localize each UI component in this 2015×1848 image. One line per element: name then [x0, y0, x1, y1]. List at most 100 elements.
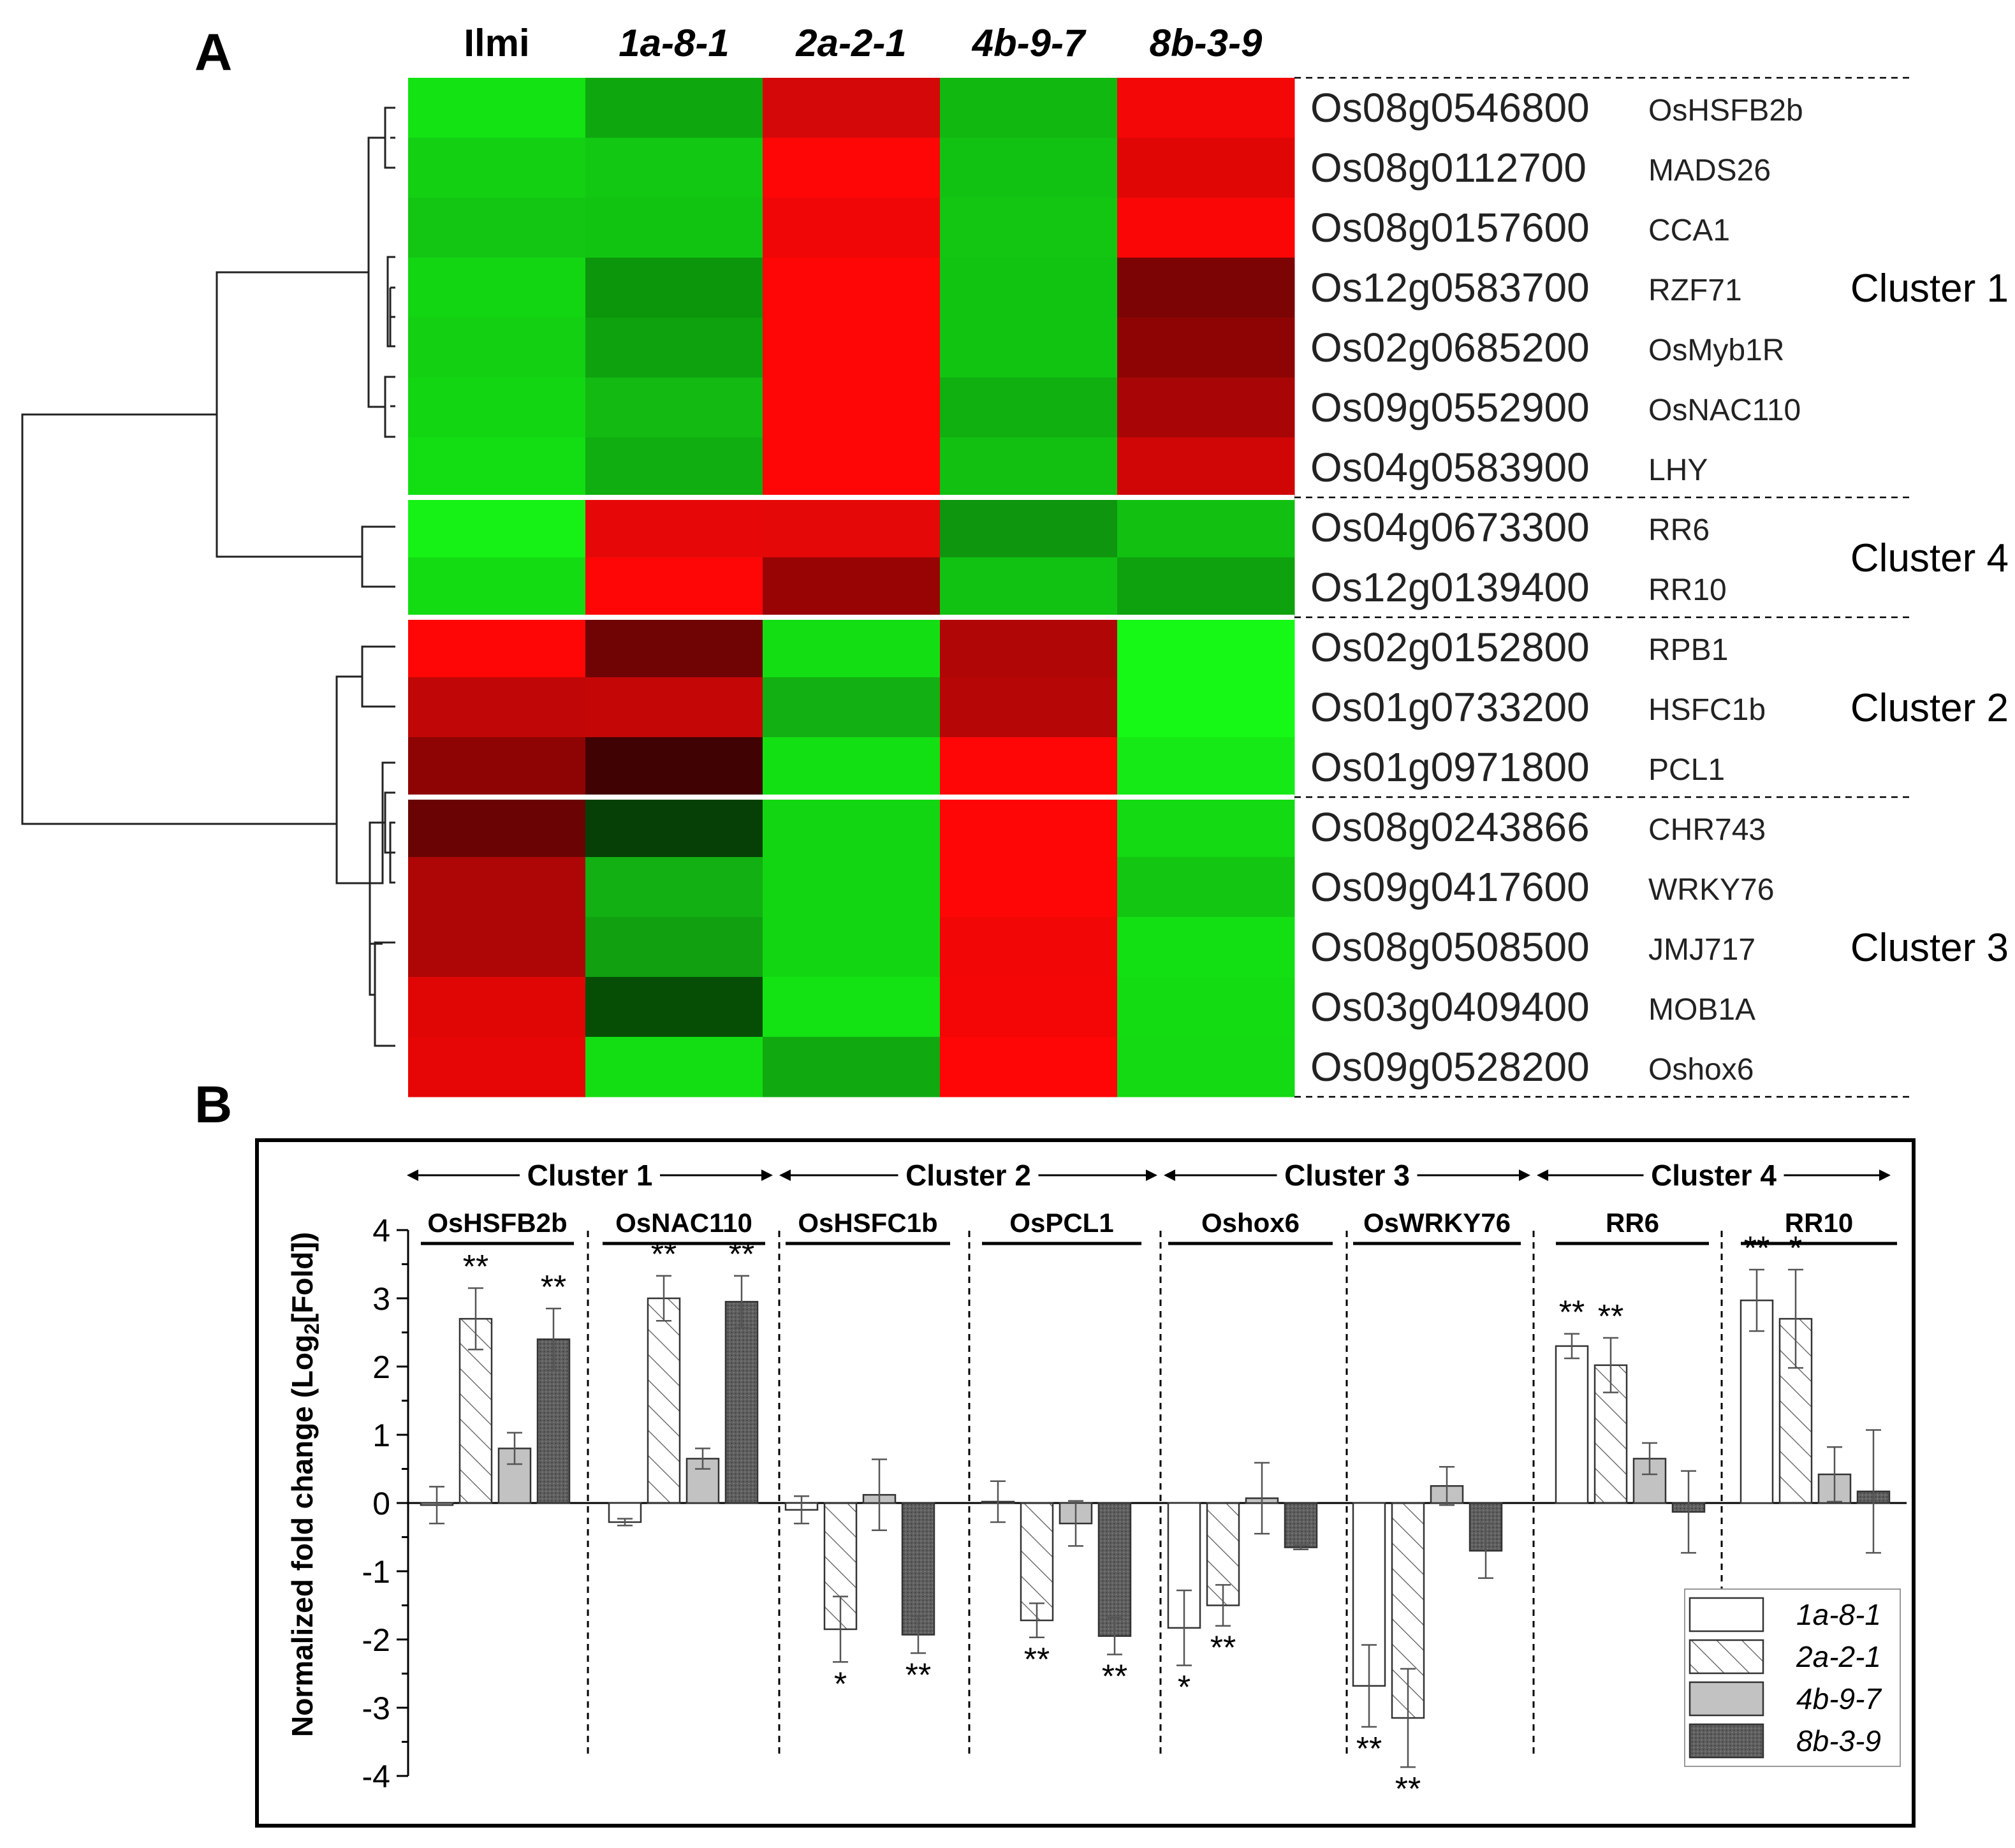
- y-axis-title: Normalized fold change (Log2[Fold]): [286, 1232, 323, 1737]
- heatmap-cell: [763, 258, 941, 318]
- heatmap-cell: [940, 78, 1118, 138]
- heatmap-cell: [763, 198, 941, 258]
- cluster-label: Cluster 1: [1850, 267, 2009, 311]
- heatmap-cell: [1117, 617, 1295, 678]
- heatmap-cell: [585, 198, 763, 258]
- gene-group-label: OsHSFC1b: [798, 1208, 937, 1238]
- significance-mark: *: [1789, 1230, 1802, 1267]
- heatmap-cell: [940, 318, 1118, 378]
- gene-name: CHR743: [1648, 813, 1766, 847]
- cluster-label: Cluster 3: [1850, 926, 2009, 970]
- significance-mark: **: [1559, 1294, 1585, 1331]
- heatmap-cell: [408, 797, 586, 858]
- legend-label: 1a-8-1: [1796, 1598, 1881, 1631]
- gene-group-headers: OsHSFB2b OsNAC110 OsHSFC1b OsPCL1 Oshox6 OsWR…: [421, 1208, 1897, 1754]
- significance-mark: **: [905, 1657, 931, 1694]
- gene-name: RR10: [1648, 573, 1727, 607]
- gene-id: Os08g0546800: [1310, 85, 1590, 131]
- gene-id: Os02g0152800: [1310, 624, 1590, 670]
- arrowhead-right: [1519, 1170, 1530, 1181]
- heatmap-cell: [408, 437, 586, 498]
- heatmap-cell: [585, 318, 763, 378]
- gene-id: Os08g0112700: [1310, 145, 1586, 191]
- heatmap-cell: [763, 617, 941, 678]
- heatmap-cell: [940, 737, 1118, 798]
- heatmap-cell: [585, 917, 763, 978]
- heatmap-cell: [940, 917, 1118, 978]
- gene-name: JMJ717: [1648, 933, 1755, 967]
- sample-label: 4b-9-7: [972, 22, 1087, 64]
- gene-id: Os01g0971800: [1310, 744, 1590, 790]
- gene-id: Os01g0733200: [1310, 684, 1590, 730]
- arrowhead-right: [761, 1170, 773, 1181]
- heatmap-cell: [763, 138, 941, 198]
- gene-name: WRKY76: [1648, 873, 1774, 907]
- sample-label: 8b-3-9: [1150, 22, 1263, 64]
- heatmap-cell: [940, 258, 1118, 318]
- heatmap-cell: [585, 617, 763, 678]
- significance-mark: **: [541, 1269, 566, 1306]
- heatmap-cell: [1117, 857, 1295, 918]
- dendrogram-branch: [367, 136, 385, 408]
- sample-label: Ilmi: [464, 22, 529, 64]
- y-tick-label: 2: [372, 1349, 390, 1385]
- heatmap-dendrogram: [21, 106, 395, 1047]
- gene-id: Os03g0409400: [1310, 984, 1590, 1030]
- dendrogram-branch: [216, 271, 369, 558]
- legend-swatch: [1689, 1597, 1764, 1632]
- heatmap-cell: [1117, 917, 1295, 978]
- heatmap-cluster-labels: Cluster 1 Cluster 4 Cluster 2 Cluster 3: [1850, 267, 2009, 970]
- heatmap-cell: [408, 378, 586, 438]
- heatmap-cell: [1117, 318, 1295, 378]
- heatmap-cell: [940, 198, 1118, 258]
- dendrogram-branch: [361, 525, 395, 588]
- gene-group-label: RR6: [1606, 1208, 1659, 1238]
- arrowhead-right: [1879, 1170, 1891, 1181]
- heatmap-cell: [408, 198, 586, 258]
- heatmap-cell: [940, 977, 1118, 1038]
- significance-mark: **: [1356, 1731, 1382, 1768]
- gene-name: LHY: [1648, 453, 1708, 487]
- heatmap-cell: [1117, 437, 1295, 498]
- heatmap-cell: [1117, 677, 1295, 738]
- heatmap-cell: [763, 797, 941, 858]
- y-tick-label: 4: [372, 1213, 390, 1249]
- heatmap-cell: [763, 737, 941, 798]
- gene-name: RR6: [1648, 513, 1710, 547]
- heatmap-cell: [585, 857, 763, 918]
- legend-swatch: [1689, 1681, 1764, 1717]
- bar-series: ****** *** ** ** ** ********* **** *: [420, 1230, 1891, 1808]
- cluster-separator: [408, 615, 1294, 620]
- heatmap-cell: [408, 857, 586, 918]
- gene-name: HSFC1b: [1648, 693, 1766, 727]
- heatmap-cell: [408, 977, 586, 1038]
- arrowhead-left: [407, 1170, 418, 1181]
- heatmap-cell: [940, 437, 1118, 498]
- gene-group-label: Oshox6: [1201, 1208, 1300, 1238]
- cluster-label: Cluster 2: [1850, 686, 2009, 730]
- significance-mark: **: [1102, 1659, 1127, 1696]
- heatmap-cell: [763, 677, 941, 738]
- legend-label: 8b-3-9: [1796, 1724, 1881, 1757]
- heatmap-cell: [585, 497, 763, 558]
- significance-mark: **: [651, 1236, 677, 1273]
- heatmap-cell: [585, 977, 763, 1038]
- bar: [901, 1502, 935, 1636]
- heatmap-cell: [940, 857, 1118, 918]
- heatmap-sample-labels: Ilmi 1a-8-1 2a-2-1 4b-9-7 8b-3-9: [464, 22, 1263, 64]
- gene-id: Os04g0673300: [1310, 504, 1590, 550]
- heatmap-cell: [940, 1037, 1118, 1097]
- heatmap-cell: [763, 917, 941, 978]
- dendrogram-branch: [386, 256, 395, 348]
- heatmap-cell: [585, 138, 763, 198]
- heatmap-cell: [585, 797, 763, 858]
- heatmap-cell: [1117, 557, 1295, 618]
- y-tick-label: 0: [372, 1486, 390, 1522]
- heatmap-cell: [940, 677, 1118, 738]
- gene-name: RZF71: [1648, 274, 1742, 307]
- gene-group-label: OsHSFB2b: [427, 1208, 567, 1238]
- cluster-headers: Cluster 1 Cluster 2 Cluster 3 Cluster 4: [407, 1159, 1891, 1192]
- gene-id: Os12g0583700: [1310, 265, 1590, 311]
- gene-id: Os12g0139400: [1310, 564, 1590, 610]
